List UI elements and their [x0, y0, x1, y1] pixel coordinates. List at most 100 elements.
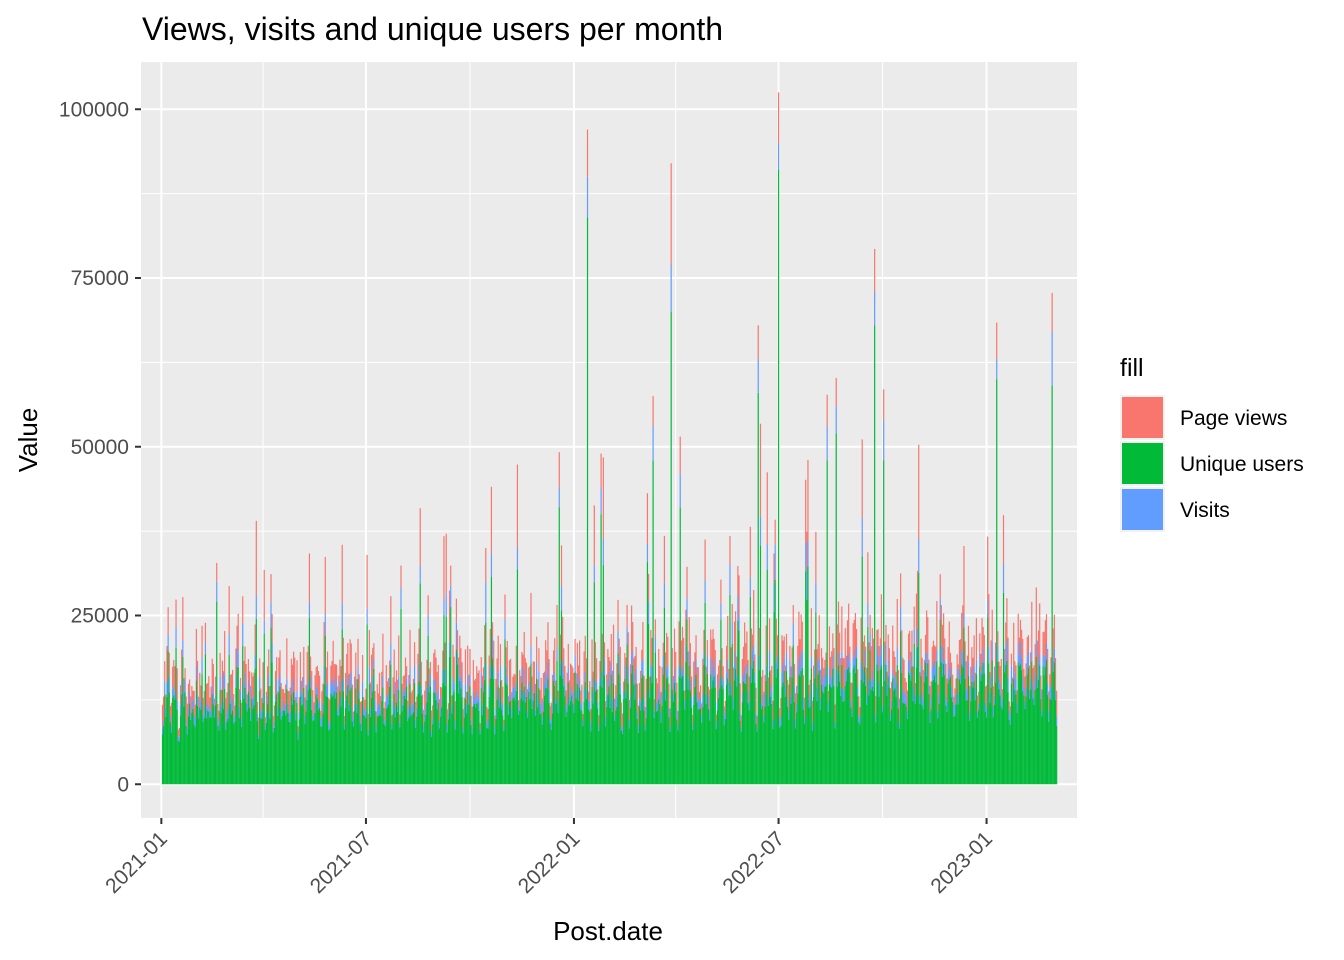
- bar-unique-users: [863, 667, 866, 785]
- bar-page-views: [464, 649, 467, 686]
- bar-page-views: [885, 625, 887, 645]
- bar-unique-users: [833, 685, 835, 785]
- bar-page-views: [841, 606, 843, 652]
- bar-page-views: [471, 706, 473, 728]
- bar-page-views: [967, 625, 970, 662]
- bar-visits: [287, 703, 289, 713]
- bar-page-views: [915, 593, 918, 648]
- bar-page-views: [867, 552, 869, 604]
- bar-page-views: [350, 643, 352, 673]
- bar-visits: [341, 603, 343, 630]
- bar-unique-users: [366, 624, 368, 785]
- bar-page-views: [704, 539, 706, 581]
- bar-page-views: [732, 667, 734, 699]
- bar-unique-users: [293, 692, 295, 785]
- bar-page-views: [614, 698, 616, 715]
- bar-visits: [256, 713, 259, 722]
- bar-page-views: [389, 660, 391, 677]
- bar-page-views: [452, 644, 454, 679]
- bar-unique-users: [385, 708, 387, 785]
- bar-unique-users: [549, 723, 551, 785]
- bar-unique-users: [941, 677, 944, 785]
- bar-visits: [1021, 657, 1023, 671]
- bar-unique-users: [1028, 698, 1031, 785]
- bar-page-views: [690, 676, 693, 697]
- bar-visits: [885, 644, 887, 665]
- bar-visits: [617, 631, 619, 654]
- bar-page-views: [533, 661, 535, 685]
- bar-unique-users: [944, 675, 946, 785]
- bar-page-views: [785, 633, 788, 652]
- bar-unique-users: [207, 710, 209, 785]
- bar-unique-users: [943, 663, 945, 785]
- bar-page-views: [655, 678, 658, 702]
- bar-unique-users: [555, 703, 557, 785]
- bar-visits: [257, 734, 260, 739]
- bar-page-views: [278, 657, 280, 681]
- bar-visits: [304, 715, 306, 724]
- bar-visits: [805, 542, 807, 572]
- bar-visits: [802, 697, 805, 710]
- bar-unique-users: [243, 698, 245, 785]
- bar-unique-users: [404, 698, 407, 785]
- bar-unique-users: [724, 718, 727, 785]
- bar-page-views: [450, 565, 452, 586]
- bar-unique-users: [673, 682, 676, 785]
- bar-unique-users: [614, 720, 616, 785]
- bar-visits: [797, 684, 799, 694]
- bar-page-views: [609, 660, 611, 696]
- bar-visits: [472, 691, 474, 706]
- bar-unique-users: [270, 627, 272, 785]
- bar-unique-users: [386, 707, 389, 785]
- bar-visits: [311, 697, 313, 710]
- bar-page-views: [191, 685, 193, 701]
- bar-page-views: [898, 698, 901, 722]
- bar-page-views: [777, 92, 780, 144]
- bar-unique-users: [716, 710, 719, 785]
- bar-visits: [643, 697, 645, 711]
- bar-visits: [600, 487, 602, 515]
- bar-visits: [524, 693, 526, 703]
- bar-visits: [673, 668, 676, 683]
- bar-page-views: [935, 646, 937, 668]
- bar-page-views: [625, 657, 627, 692]
- bar-page-views: [877, 629, 879, 657]
- bar-unique-users: [692, 729, 694, 785]
- bar-page-views: [971, 647, 973, 669]
- bar-page-views: [178, 727, 181, 737]
- bar-page-views: [982, 627, 984, 649]
- bar-visits: [234, 715, 236, 722]
- bar-unique-users: [449, 656, 451, 785]
- bar-page-views: [741, 659, 743, 694]
- bar-visits: [835, 406, 837, 434]
- bar-page-views: [508, 660, 511, 695]
- bar-visits: [749, 577, 751, 597]
- bar-page-views: [475, 678, 477, 701]
- bar-visits: [903, 694, 905, 704]
- bar-unique-users: [842, 701, 844, 785]
- bar-unique-users: [194, 727, 196, 785]
- bar-visits: [340, 696, 342, 707]
- bar-unique-users: [670, 311, 672, 785]
- bar-visits: [367, 729, 369, 736]
- bar-visits: [194, 717, 196, 728]
- bar-visits: [231, 698, 234, 711]
- bar-visits: [839, 673, 841, 682]
- bar-page-views: [675, 651, 677, 681]
- bar-page-views: [765, 625, 767, 667]
- bar-visits: [468, 694, 470, 705]
- bar-page-views: [330, 665, 332, 682]
- bar-unique-users: [209, 717, 211, 785]
- bar-unique-users: [218, 730, 220, 785]
- bar-visits: [877, 656, 879, 671]
- bar-page-views: [321, 691, 323, 717]
- bar-unique-users: [486, 727, 488, 785]
- bar-page-views: [217, 704, 219, 718]
- bar-page-views: [865, 646, 867, 675]
- bar-visits: [669, 727, 671, 732]
- bar-visits: [675, 680, 677, 693]
- bar-visits: [981, 664, 983, 675]
- bar-unique-users: [756, 731, 758, 785]
- bar-unique-users: [226, 721, 228, 785]
- bar-visits: [467, 675, 469, 692]
